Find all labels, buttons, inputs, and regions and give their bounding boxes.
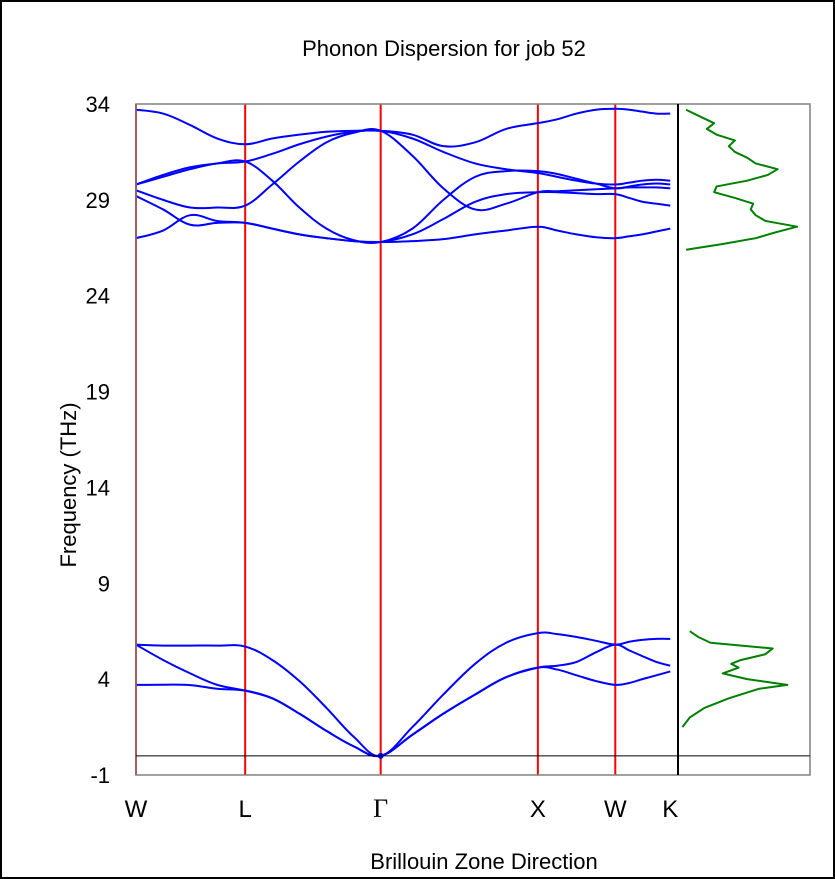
band-line (135, 190, 671, 244)
bands-layer (135, 107, 671, 759)
kpoint-label: L (238, 796, 251, 823)
y-tick-label: 24 (86, 284, 110, 309)
y-tick-label: 29 (86, 188, 110, 213)
y-tick-label: 14 (86, 475, 110, 500)
band-line (135, 129, 671, 186)
dos-line (685, 108, 799, 251)
y-tick-label: 9 (98, 571, 110, 596)
kpoint-lines-layer (135, 104, 617, 775)
y-tick-label: 4 (98, 667, 110, 692)
kpoint-label: X (530, 796, 546, 823)
kpoint-label: K (662, 796, 678, 823)
kpoint-label: Γ (373, 794, 388, 823)
y-tick-label: 19 (86, 380, 110, 405)
axes-layer (135, 103, 811, 776)
x-axis-label: Brillouin Zone Direction (370, 849, 597, 874)
y-tick-label: -1 (90, 763, 110, 788)
dos-layer (681, 108, 799, 728)
kpoint-label: W (604, 796, 627, 823)
y-tick-label: 34 (86, 92, 110, 117)
dos-line (681, 630, 789, 728)
band-line (135, 631, 671, 757)
band-line (135, 159, 671, 244)
band-line (135, 107, 671, 148)
tick-labels-layer: -1 4 9 14 19 24 29 34 W L Γ X W K (86, 92, 679, 823)
band-line (135, 643, 671, 758)
band-line (135, 643, 671, 758)
chart-title: Phonon Dispersion for job 52 (302, 36, 586, 61)
plot-frame (135, 103, 811, 776)
kpoint-label: W (125, 796, 148, 823)
y-axis-label: Frequency (THz) (56, 402, 81, 567)
band-line (135, 128, 671, 212)
